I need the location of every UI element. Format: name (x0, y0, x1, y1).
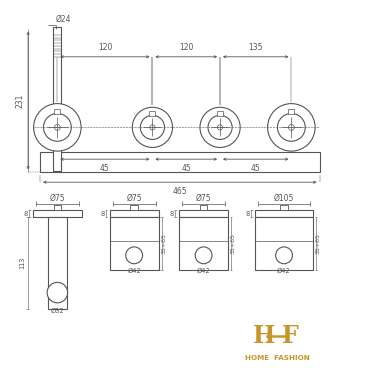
Bar (217, 110, 223, 116)
Text: 45: 45 (251, 163, 261, 172)
Text: 45: 45 (181, 163, 191, 172)
Circle shape (132, 107, 172, 147)
Bar (179, 217, 228, 270)
Text: F: F (282, 324, 299, 348)
Text: 8: 8 (170, 211, 174, 217)
Text: 8: 8 (23, 211, 28, 217)
Text: 231: 231 (15, 93, 25, 108)
Circle shape (140, 115, 164, 140)
Text: Ø42: Ø42 (277, 268, 291, 274)
Text: 120: 120 (98, 43, 112, 52)
Bar (131, 205, 138, 210)
Bar (255, 217, 313, 270)
Circle shape (218, 125, 223, 130)
Bar (40, 152, 320, 172)
Text: 35÷65: 35÷65 (316, 233, 321, 254)
Bar (255, 210, 313, 217)
Text: H: H (253, 324, 275, 348)
Text: 35÷65: 35÷65 (231, 233, 236, 254)
Bar (53, 27, 61, 171)
Bar (179, 210, 228, 217)
Circle shape (200, 107, 240, 147)
Text: 45: 45 (100, 163, 110, 172)
Circle shape (268, 104, 315, 151)
Text: Ø32: Ø32 (51, 308, 64, 314)
Bar (110, 217, 159, 270)
Bar (110, 210, 159, 217)
Circle shape (208, 115, 232, 140)
Bar (54, 205, 61, 210)
Text: 120: 120 (179, 43, 193, 52)
Text: Ø105: Ø105 (274, 194, 294, 203)
Circle shape (288, 124, 294, 130)
Text: 8: 8 (246, 211, 250, 217)
Circle shape (150, 125, 155, 130)
Text: 135: 135 (248, 43, 263, 52)
Bar (149, 110, 155, 116)
Text: 35÷65: 35÷65 (161, 233, 166, 254)
Text: Ø42: Ø42 (197, 268, 211, 274)
Text: Ø75: Ø75 (50, 194, 65, 203)
Circle shape (126, 247, 142, 264)
Circle shape (34, 104, 81, 151)
Circle shape (195, 247, 212, 264)
Circle shape (276, 247, 292, 264)
Text: Ø24: Ø24 (56, 15, 72, 24)
Bar (200, 205, 207, 210)
Text: Ø75: Ø75 (126, 194, 142, 203)
Text: 465: 465 (172, 187, 187, 196)
Bar (33, 210, 82, 217)
Text: HOME  FASHION: HOME FASHION (245, 355, 309, 362)
Circle shape (277, 113, 305, 141)
Bar (288, 109, 294, 114)
Text: Ø42: Ø42 (127, 268, 141, 274)
Circle shape (43, 113, 71, 141)
Bar (280, 205, 288, 210)
Text: Ø75: Ø75 (196, 194, 211, 203)
Text: 8: 8 (100, 211, 105, 217)
Circle shape (54, 124, 60, 130)
Text: 113: 113 (19, 257, 25, 269)
Bar (54, 109, 60, 114)
Circle shape (47, 282, 68, 303)
Bar (48, 217, 67, 309)
